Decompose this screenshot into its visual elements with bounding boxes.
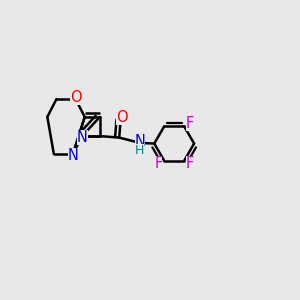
Text: O: O <box>70 90 81 105</box>
Text: F: F <box>154 156 162 171</box>
Text: N: N <box>135 134 146 149</box>
Text: N: N <box>77 130 88 146</box>
Text: F: F <box>186 156 194 171</box>
Text: F: F <box>186 116 194 131</box>
Text: O: O <box>116 110 128 125</box>
Text: N: N <box>68 148 78 163</box>
Text: H: H <box>134 144 144 157</box>
